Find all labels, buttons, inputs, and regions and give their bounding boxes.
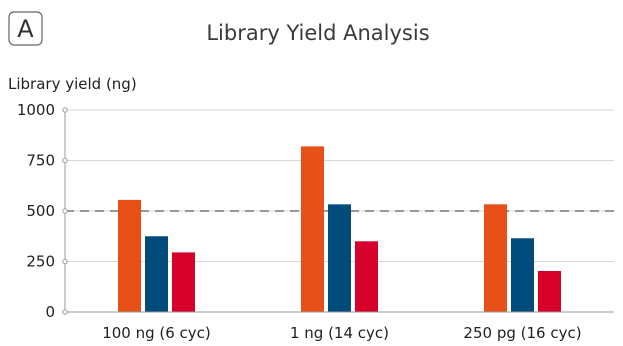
axes	[62, 107, 614, 315]
y-tick-label-1000: 1000	[17, 101, 55, 119]
panel-label-text: A	[17, 15, 34, 43]
y-tick-mark-1000	[62, 107, 68, 113]
bar-series1-cat2	[301, 146, 324, 312]
x-tick-label-3: 250 pg (16 cyc)	[463, 324, 581, 342]
bar-series2-cat2	[328, 204, 351, 312]
y-tick-label-500: 500	[26, 202, 55, 220]
y-axis-label: Library yield (ng)	[8, 75, 137, 93]
y-tick-label-250: 250	[26, 253, 55, 271]
y-tick-label-0: 0	[45, 303, 55, 321]
chart-title: Library Yield Analysis	[206, 21, 429, 45]
bar-series3-cat1	[172, 252, 195, 312]
y-tick-labels: 0 250 500 750 1000	[17, 101, 55, 321]
bars	[118, 146, 561, 312]
bar-series3-cat3	[538, 270, 561, 312]
y-tick-mark-250	[62, 258, 68, 265]
y-tick-label-750: 750	[26, 152, 55, 170]
bar-series2-cat1	[145, 236, 168, 312]
bar-series2-cat3	[511, 238, 534, 312]
bar-series1-cat3	[484, 204, 507, 312]
bar-series3-cat2	[355, 241, 378, 312]
y-tick-mark-750	[62, 157, 68, 164]
y-tick-mark-0	[62, 309, 68, 315]
panel-label-box	[8, 11, 43, 46]
x-tick-label-2: 1 ng (14 cyc)	[290, 324, 389, 342]
y-tick-mark-500	[62, 208, 68, 214]
bar-series1-cat1	[118, 199, 141, 312]
x-tick-label-1: 100 ng (6 cyc)	[102, 324, 211, 342]
panel-label: A	[8, 11, 43, 46]
x-tick-labels: 100 ng (6 cyc) 1 ng (14 cyc) 250 pg (16 cy…	[102, 324, 581, 342]
